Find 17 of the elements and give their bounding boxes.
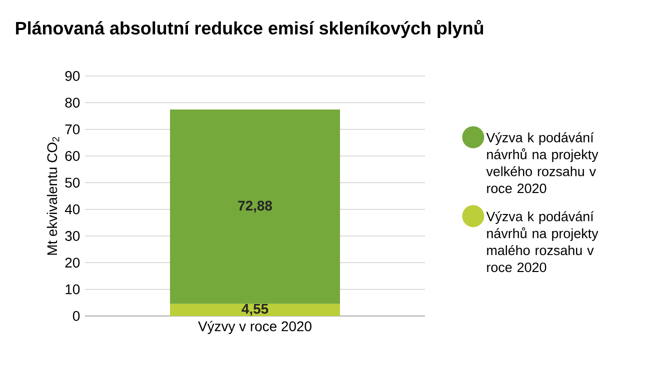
y-tick-label: 70 (65, 124, 80, 134)
data-label: 4,55 (242, 304, 268, 316)
y-axis-title: Mt ekvivalentu CO$_{2}$ (46, 137, 60, 255)
y-tick-label: 0 (72, 311, 80, 321)
x-tick-label: Výzvy v roce 2020 (198, 320, 312, 334)
y-tick-label: 40 (64, 204, 80, 214)
y-tick-label: 30 (65, 231, 80, 241)
y-tick-label: 90 (65, 71, 80, 81)
chart-title: Plánovaná absolutní redukce emisí skleníkových plynů (16, 20, 484, 38)
y-tick-label: 10 (66, 284, 80, 294)
legend-label: Výzva k podávání návrhů na projekty malého rozsahu v roce 2020 (486, 211, 598, 272)
data-label: 72,88 (238, 200, 272, 213)
y-tick-label: 20 (65, 258, 80, 268)
y-tick-label: 50 (65, 178, 80, 188)
y-tick-label: 60 (65, 151, 80, 161)
y-tick-label: 80 (65, 98, 80, 108)
legend-label: Výzva k podávání návrhů na projekty velkého rozsahu v roce 2020 (486, 132, 598, 194)
